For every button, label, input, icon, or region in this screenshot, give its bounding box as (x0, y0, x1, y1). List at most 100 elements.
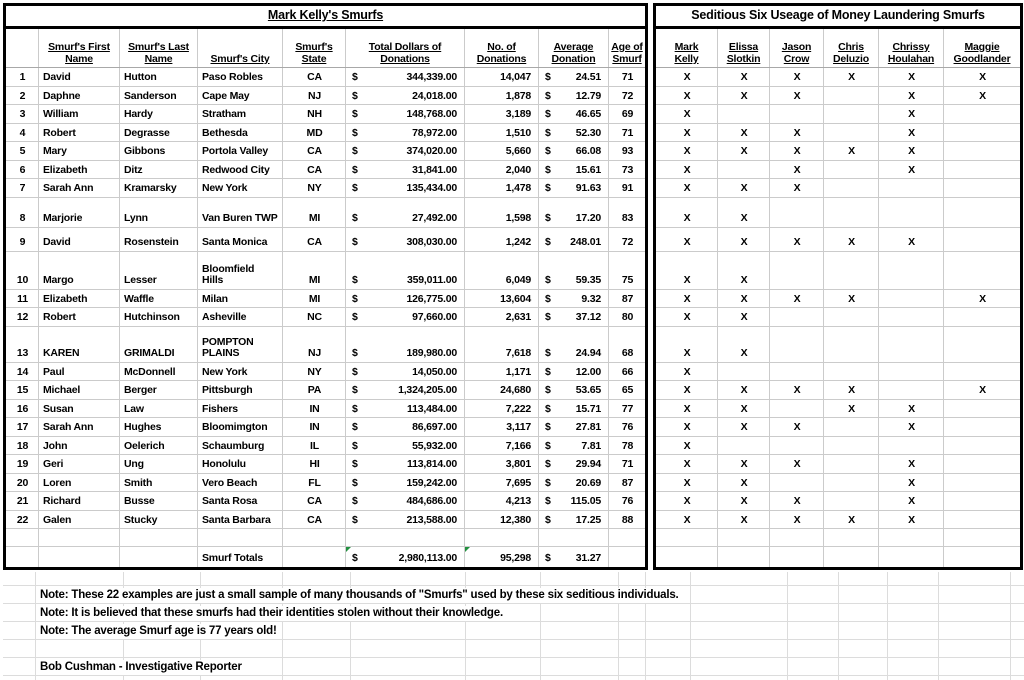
last-name-cell[interactable]: Gibbons (120, 142, 198, 160)
note-line-1[interactable]: Note: These 22 examples are just a small… (40, 587, 683, 603)
x-cell-mark-kelly[interactable]: X (656, 326, 718, 362)
city-cell[interactable]: Portola Valley (198, 142, 283, 160)
right-header-mark-kelly[interactable]: Mark Kelly (656, 29, 718, 67)
total-dollars-cell[interactable]: $31,841.00 (346, 160, 465, 178)
age-cell[interactable]: 77 (609, 400, 645, 418)
right-header-elissa-slotkin[interactable]: Elissa Slotkin (718, 29, 770, 67)
row-num-cell[interactable]: 4 (6, 123, 39, 141)
x-cell-chris-deluzio[interactable]: X (824, 510, 879, 528)
first-name-cell[interactable]: Paul (39, 362, 120, 380)
empty-cell[interactable] (6, 529, 39, 546)
age-cell[interactable]: 87 (609, 290, 645, 308)
total-dollars-cell[interactable]: $86,697.00 (346, 418, 465, 436)
x-cell-mark-kelly[interactable]: X (656, 160, 718, 178)
x-cell-maggie-goodlander[interactable] (944, 455, 1020, 473)
row-num-cell[interactable]: 16 (6, 399, 39, 417)
num-donations-cell[interactable]: 3,117 (465, 418, 539, 436)
state-cell[interactable]: CA (283, 510, 346, 528)
last-name-cell[interactable]: Hughes (120, 418, 198, 436)
last-name-cell[interactable]: Busse (120, 492, 198, 510)
city-cell[interactable]: Van Buren TWP (198, 197, 283, 227)
x-cell-chrissy-houlahan[interactable]: X (879, 68, 944, 86)
age-cell[interactable]: 71 (609, 455, 645, 473)
age-cell[interactable]: 72 (609, 87, 645, 105)
num-donations-cell[interactable]: 4,213 (465, 492, 539, 510)
empty-cell[interactable] (656, 547, 718, 567)
total-dollars-cell[interactable]: $113,814.00 (346, 455, 465, 473)
total-dollars-cell[interactable]: $344,339.00 (346, 68, 465, 86)
num-donations-cell[interactable]: 5,660 (465, 142, 539, 160)
x-cell-chrissy-houlahan[interactable] (879, 251, 944, 289)
total-dollars-cell[interactable]: $14,050.00 (346, 362, 465, 380)
totals-donations-cell[interactable]: 95,298 (465, 547, 539, 567)
row-num-cell[interactable]: 3 (6, 105, 39, 123)
x-cell-mark-kelly[interactable]: X (656, 362, 718, 380)
last-name-cell[interactable]: Sanderson (120, 86, 198, 104)
empty-cell[interactable] (198, 529, 283, 546)
x-cell-chrissy-houlahan[interactable]: X (879, 227, 944, 251)
city-cell[interactable]: Honolulu (198, 455, 283, 473)
num-donations-cell[interactable]: 12,380 (465, 510, 539, 528)
age-cell[interactable]: 88 (609, 511, 645, 529)
empty-cell[interactable] (346, 529, 465, 546)
x-cell-jason-crow[interactable]: X (770, 179, 824, 197)
x-cell-maggie-goodlander[interactable] (944, 252, 1020, 289)
first-name-cell[interactable]: David (39, 68, 120, 86)
state-cell[interactable]: CA (283, 68, 346, 86)
x-cell-maggie-goodlander[interactable] (944, 363, 1020, 381)
empty-cell[interactable] (944, 529, 1020, 546)
num-donations-cell[interactable]: 7,618 (465, 326, 539, 362)
city-cell[interactable]: Bloomimgton (198, 418, 283, 436)
x-cell-chrissy-houlahan[interactable] (879, 308, 944, 326)
right-header-chrissy-houlahan[interactable]: Chrissy Houlahan (879, 29, 944, 67)
x-cell-mark-kelly[interactable]: X (656, 510, 718, 528)
avg-donation-cell[interactable]: $24.94 (539, 326, 609, 362)
last-name-cell[interactable]: GRIMALDI (120, 326, 198, 362)
x-cell-chris-deluzio[interactable] (824, 308, 879, 326)
x-cell-maggie-goodlander[interactable] (944, 179, 1020, 197)
first-name-cell[interactable]: Galen (39, 510, 120, 528)
x-cell-chrissy-houlahan[interactable] (879, 326, 944, 362)
x-cell-mark-kelly[interactable]: X (656, 105, 718, 123)
x-cell-mark-kelly[interactable]: X (656, 142, 718, 160)
state-cell[interactable]: CA (283, 142, 346, 160)
x-cell-elissa-slotkin[interactable]: X (718, 492, 770, 510)
x-cell-jason-crow[interactable]: X (770, 142, 824, 160)
city-cell[interactable]: Schaumburg (198, 436, 283, 454)
avg-donation-cell[interactable]: $52.30 (539, 123, 609, 141)
x-cell-elissa-slotkin[interactable]: X (718, 326, 770, 362)
total-dollars-cell[interactable]: $159,242.00 (346, 473, 465, 491)
last-name-cell[interactable]: Ditz (120, 160, 198, 178)
x-cell-elissa-slotkin[interactable] (718, 105, 770, 123)
avg-donation-cell[interactable]: $17.20 (539, 197, 609, 227)
x-cell-chris-deluzio[interactable] (824, 436, 879, 454)
empty-cell[interactable] (283, 547, 346, 567)
x-cell-chris-deluzio[interactable]: X (824, 68, 879, 86)
state-cell[interactable]: NH (283, 105, 346, 123)
x-cell-mark-kelly[interactable]: X (656, 123, 718, 141)
x-cell-elissa-slotkin[interactable]: X (718, 251, 770, 289)
x-cell-elissa-slotkin[interactable]: X (718, 68, 770, 86)
age-cell[interactable]: 75 (609, 252, 645, 289)
city-cell[interactable]: Paso Robles (198, 68, 283, 86)
x-cell-maggie-goodlander[interactable] (944, 418, 1020, 436)
x-cell-chrissy-houlahan[interactable]: X (879, 105, 944, 123)
num-donations-cell[interactable]: 14,047 (465, 68, 539, 86)
last-name-cell[interactable]: McDonnell (120, 362, 198, 380)
x-cell-maggie-goodlander[interactable] (944, 142, 1020, 160)
totals-label-cell[interactable]: Smurf Totals (198, 547, 283, 567)
num-donations-cell[interactable]: 1,242 (465, 227, 539, 251)
row-num-cell[interactable]: 14 (6, 362, 39, 380)
x-cell-maggie-goodlander[interactable]: X (944, 87, 1020, 105)
x-cell-jason-crow[interactable]: X (770, 68, 824, 86)
x-cell-chrissy-houlahan[interactable] (879, 436, 944, 454)
first-name-cell[interactable]: KAREN (39, 326, 120, 362)
avg-donation-cell[interactable]: $66.08 (539, 142, 609, 160)
first-name-cell[interactable]: Sarah Ann (39, 179, 120, 197)
total-dollars-cell[interactable]: $55,932.00 (346, 436, 465, 454)
state-cell[interactable]: NJ (283, 326, 346, 362)
city-cell[interactable]: Stratham (198, 105, 283, 123)
x-cell-mark-kelly[interactable]: X (656, 289, 718, 307)
x-cell-chris-deluzio[interactable] (824, 86, 879, 104)
x-cell-jason-crow[interactable]: X (770, 289, 824, 307)
